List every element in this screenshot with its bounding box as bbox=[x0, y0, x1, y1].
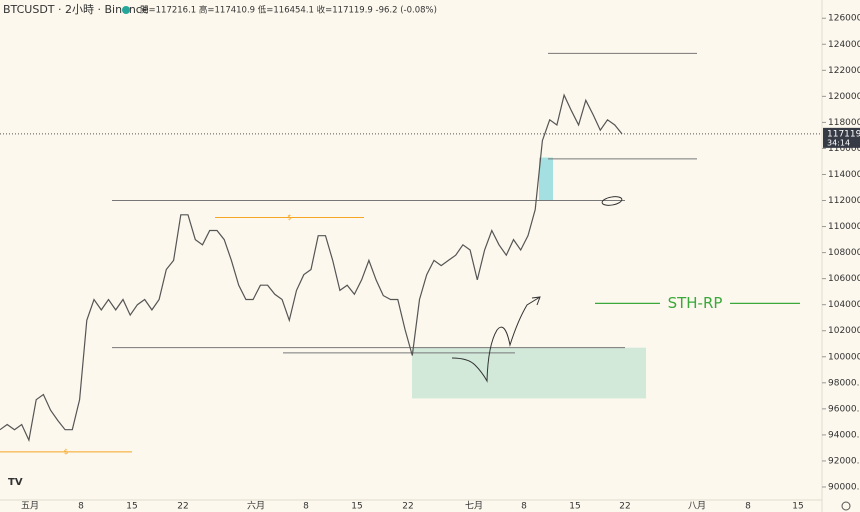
y-tick-label: 114000.0 bbox=[828, 170, 860, 180]
y-tick-label: 108000.0 bbox=[828, 248, 860, 258]
x-tick-label: 22 bbox=[402, 502, 413, 512]
x-tick-label: 八月 bbox=[688, 501, 706, 512]
x-tick-label: 15 bbox=[126, 502, 137, 512]
x-tick-label: 六月 bbox=[247, 500, 265, 512]
y-tick-label: 96000.0 bbox=[828, 404, 860, 414]
y-tick-label: 124000.0 bbox=[828, 40, 860, 50]
x-tick-label: 15 bbox=[351, 502, 362, 512]
y-tick-label: 104000.0 bbox=[828, 300, 860, 310]
x-tick-label: 8 bbox=[303, 502, 309, 512]
x-tick-label: 8 bbox=[745, 502, 751, 512]
y-tick-label: 90000.0 bbox=[828, 482, 860, 492]
y-tick-label: 120000.0 bbox=[828, 92, 860, 102]
alert-symbol: $ bbox=[287, 213, 291, 221]
settings-icon[interactable] bbox=[841, 501, 851, 511]
y-tick-label: 110000.0 bbox=[828, 222, 860, 232]
ohlc-values: 開=117216.1 高=117410.9 低=116454.1 收=11711… bbox=[140, 5, 437, 16]
x-tick-label: 15 bbox=[569, 502, 580, 512]
x-tick-label: 15 bbox=[792, 502, 803, 512]
sth-rp-label: STH-RP bbox=[668, 294, 723, 312]
breakout-box bbox=[539, 157, 553, 201]
y-tick-label: 106000.0 bbox=[828, 274, 860, 284]
y-tick-label: 102000.0 bbox=[828, 326, 860, 336]
y-tick-label: 122000.0 bbox=[828, 66, 860, 76]
y-tick-label: 100000.0 bbox=[828, 352, 860, 362]
x-tick-label: 七月 bbox=[465, 501, 483, 512]
y-tick-label: 112000.0 bbox=[828, 196, 860, 206]
status-dot bbox=[122, 6, 130, 14]
y-tick-label: 92000.0 bbox=[828, 456, 860, 466]
x-tick-label: 8 bbox=[521, 502, 527, 512]
x-tick-label: 22 bbox=[619, 502, 630, 512]
demand-zone bbox=[412, 347, 646, 399]
y-tick-label: 118000.0 bbox=[828, 118, 860, 128]
last-price-box bbox=[823, 127, 860, 148]
x-tick-label: 22 bbox=[177, 502, 188, 512]
symbol-title: BTCUSDT · 2小時 · Binance bbox=[3, 3, 149, 16]
y-tick-label: 98000.0 bbox=[828, 378, 860, 388]
last-price-label: 117119.9 bbox=[827, 129, 860, 139]
y-tick-label: 126000.0 bbox=[828, 14, 860, 24]
tv-logo: TV bbox=[8, 477, 23, 488]
price-line bbox=[0, 93, 623, 443]
alert-symbol: $ bbox=[64, 448, 68, 456]
hand-drawn-circle bbox=[601, 196, 623, 206]
y-tick-label: 116000.0 bbox=[828, 144, 860, 154]
hand-drawn-arrow bbox=[451, 296, 541, 383]
x-tick-label: 五月 bbox=[21, 501, 39, 512]
countdown-label: 34:14 bbox=[827, 138, 850, 147]
x-tick-label: 8 bbox=[78, 502, 84, 512]
y-tick-label: 94000.0 bbox=[828, 430, 860, 440]
